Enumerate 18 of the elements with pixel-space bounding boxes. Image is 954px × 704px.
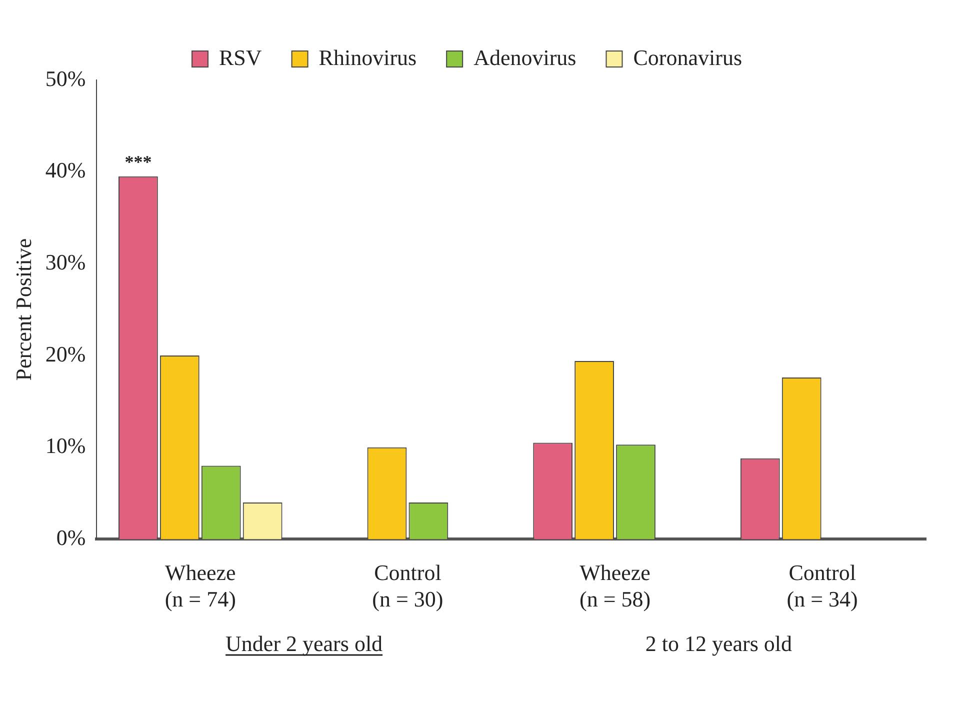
x-tick-label: Wheeze (n = 74) <box>164 560 236 612</box>
legend-label: Coronavirus <box>633 44 742 70</box>
text: 2 to 12 years old <box>645 631 792 656</box>
y-axis-title: Percent Positive <box>10 238 36 381</box>
legend-label: RSV <box>219 44 262 70</box>
text: Under 2 years old <box>226 631 383 656</box>
annotation: *** <box>124 152 152 172</box>
x-tick-label: Control (n = 30) <box>372 560 444 612</box>
y-tick-label: 50% <box>45 66 86 91</box>
y-tick-label: 0% <box>56 524 86 550</box>
x-tick-label: Control (n = 34) <box>786 560 858 612</box>
legend-label: Rhinovirus <box>318 44 417 70</box>
y-tick-label: 20% <box>45 341 86 366</box>
y-tick-label: 30% <box>45 249 86 274</box>
x-tick-label: Wheeze (n = 58) <box>579 560 651 612</box>
y-tick-label: 40% <box>45 158 86 183</box>
legend-label: Adenovirus <box>474 44 576 70</box>
y-tick-label: 10% <box>45 433 86 458</box>
